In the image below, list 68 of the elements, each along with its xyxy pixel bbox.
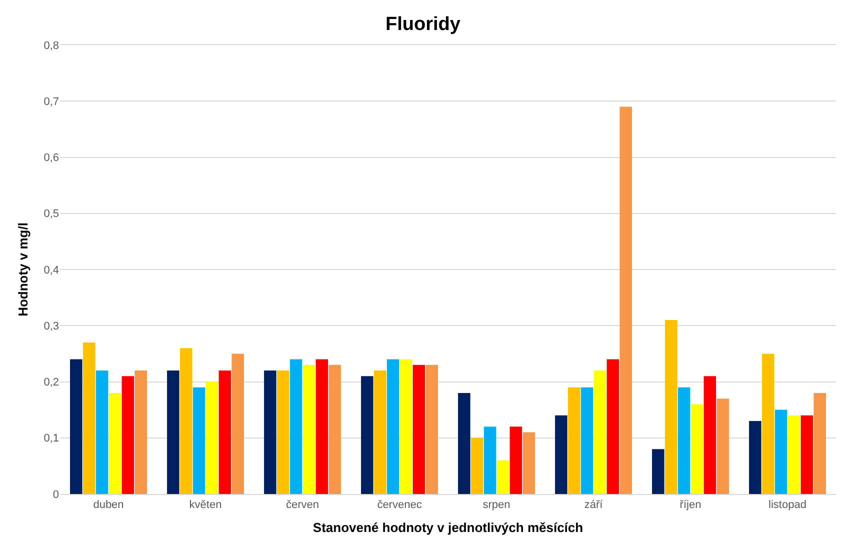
y-tick-label: 0,6 xyxy=(44,152,59,164)
bar xyxy=(788,415,800,494)
x-axis-title: Stanovené hodnoty v jednotlivých měsících xyxy=(312,520,584,535)
bar xyxy=(652,449,664,494)
bar xyxy=(568,387,580,494)
bar xyxy=(206,382,218,494)
bar xyxy=(594,370,606,494)
bar xyxy=(167,370,180,494)
bar xyxy=(749,421,762,494)
bar xyxy=(192,387,206,494)
bar xyxy=(290,359,302,494)
y-tick-label: 0,1 xyxy=(44,432,59,445)
x-tick-label: listopad xyxy=(768,499,806,512)
bar xyxy=(426,364,438,494)
bar xyxy=(690,404,704,494)
y-tick-label: 0,3 xyxy=(44,320,59,332)
x-tick-label: říjen xyxy=(680,499,702,512)
bar xyxy=(580,387,594,494)
x-tick-label: květen xyxy=(189,499,222,512)
y-tick-label: 0,5 xyxy=(44,208,59,220)
bar xyxy=(218,370,232,494)
bar xyxy=(606,359,620,494)
bar xyxy=(484,426,496,494)
bar xyxy=(264,370,276,494)
y-tick-label: 0,8 xyxy=(44,40,59,52)
y-tick-label: 0 xyxy=(52,488,59,501)
bar xyxy=(522,432,535,494)
bar xyxy=(762,354,774,494)
bar xyxy=(814,392,826,494)
bar xyxy=(180,348,192,494)
bar xyxy=(774,410,788,494)
bar xyxy=(232,354,244,494)
bar xyxy=(134,370,147,494)
x-tick-label: červen xyxy=(286,499,320,512)
bar xyxy=(400,359,412,494)
bar xyxy=(716,398,729,494)
bar xyxy=(620,106,632,494)
y-tick-label: 0,4 xyxy=(44,264,59,276)
x-tick-label: srpen xyxy=(482,499,510,512)
bar xyxy=(328,364,341,494)
x-tick-label: červenec xyxy=(377,499,422,512)
bar xyxy=(555,415,568,494)
bar xyxy=(678,387,690,494)
bar xyxy=(470,438,484,494)
bar xyxy=(122,376,134,494)
bar xyxy=(386,359,400,494)
bar xyxy=(496,460,510,494)
bar xyxy=(276,370,290,494)
x-tick-label: duben xyxy=(93,499,124,512)
bar xyxy=(412,364,426,494)
bar xyxy=(704,376,716,494)
bar xyxy=(316,359,328,494)
bar xyxy=(361,376,374,494)
bar xyxy=(664,320,678,494)
bar xyxy=(800,415,814,494)
y-tick-label: 0,7 xyxy=(44,96,59,108)
bar xyxy=(458,392,470,494)
x-tick-label: září xyxy=(584,499,604,512)
bar xyxy=(374,370,386,494)
bar xyxy=(108,392,122,494)
chart-title: Fluoridy xyxy=(386,14,461,35)
bar xyxy=(82,342,96,494)
bar xyxy=(70,359,82,494)
bar xyxy=(510,426,522,494)
bar xyxy=(302,364,316,494)
bar xyxy=(96,370,108,494)
y-tick-label: 0,2 xyxy=(44,376,59,389)
y-axis-title: Hodnoty v mg/l xyxy=(16,222,31,316)
